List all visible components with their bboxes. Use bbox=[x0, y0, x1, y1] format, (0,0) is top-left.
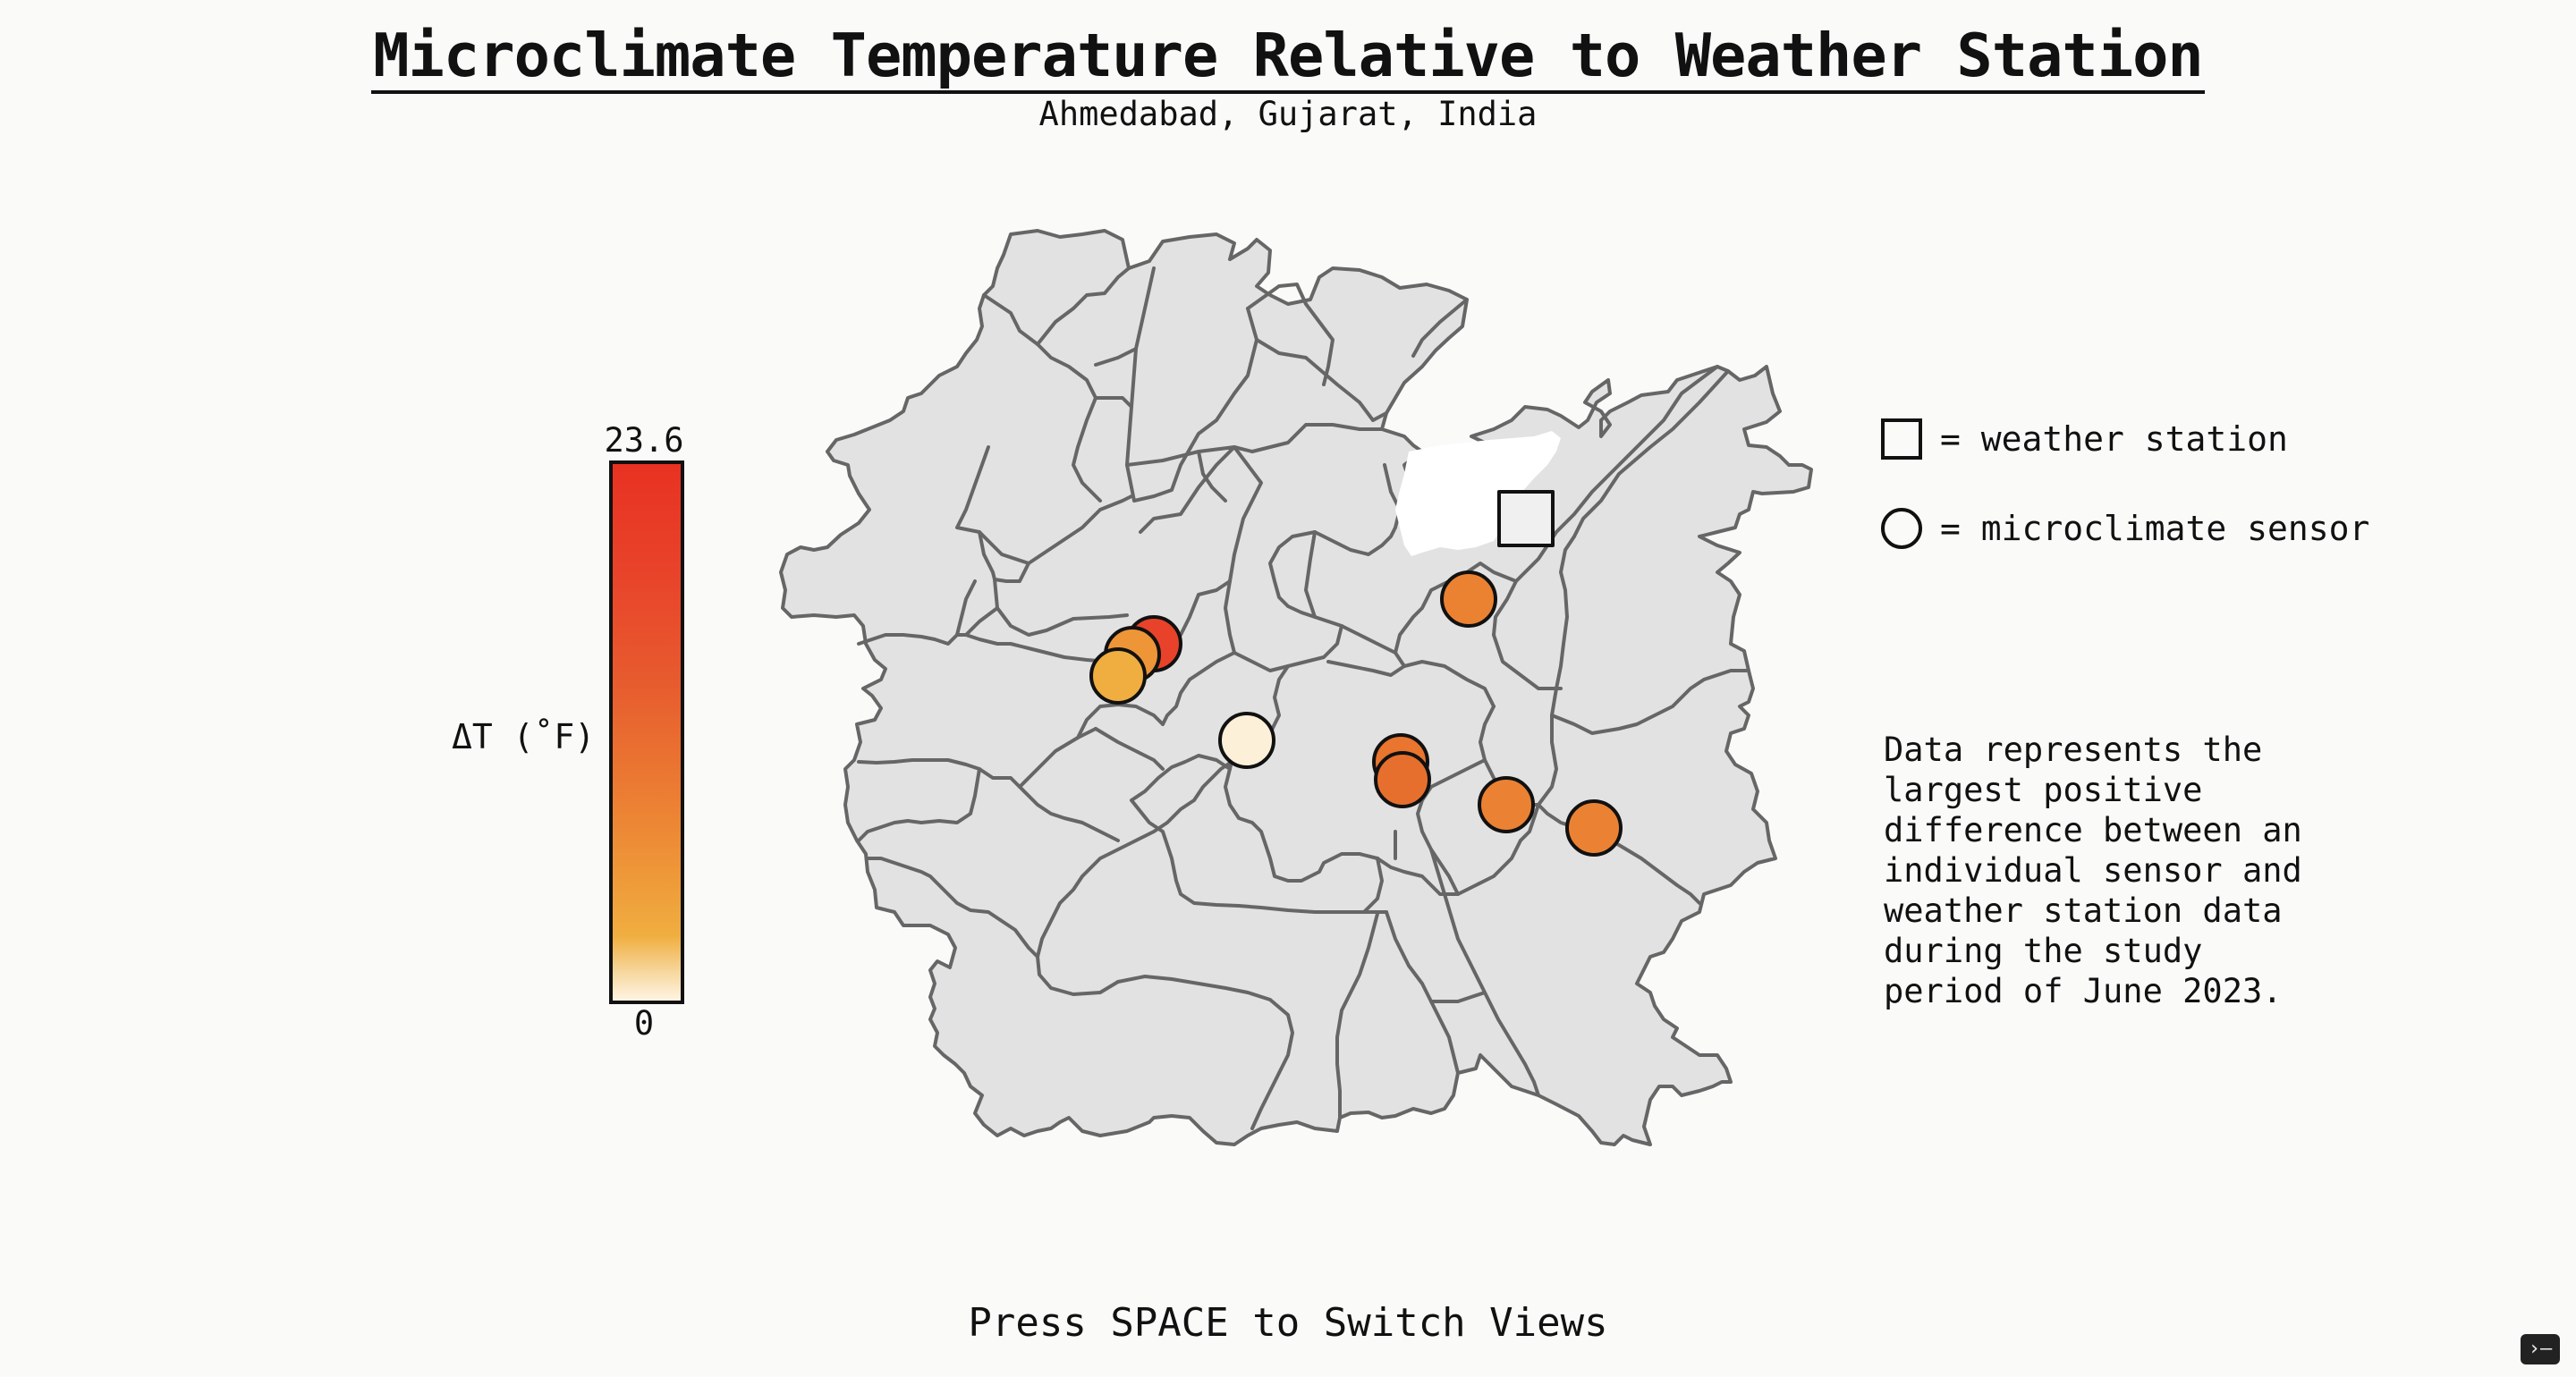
sensor-marker-s9 bbox=[1567, 801, 1621, 855]
switch-view-hint: Press SPACE to Switch Views bbox=[0, 1298, 2576, 1348]
sensor-marker-s8 bbox=[1479, 778, 1533, 832]
legend-microclimate-sensor-label: = microclimate sensor bbox=[1940, 509, 2369, 548]
data-note: Data represents the largest positive dif… bbox=[1884, 730, 2367, 1011]
legend-microclimate-sensor: = microclimate sensor bbox=[1881, 506, 2369, 551]
legend-circle-icon bbox=[1881, 508, 1922, 549]
city-boundary bbox=[781, 231, 1811, 1145]
legend-weather-station-label: = weather station bbox=[1940, 419, 2288, 459]
terminal-icon[interactable]: ›— bbox=[2521, 1334, 2560, 1364]
sensor-marker-s3 bbox=[1091, 649, 1145, 703]
legend-square-icon bbox=[1881, 418, 1922, 460]
sensor-marker-s7 bbox=[1376, 753, 1429, 807]
weather-station-marker bbox=[1499, 492, 1553, 545]
legend-weather-station: = weather station bbox=[1881, 417, 2288, 461]
sensor-marker-s4 bbox=[1220, 714, 1274, 767]
sensor-marker-s5 bbox=[1442, 572, 1496, 626]
